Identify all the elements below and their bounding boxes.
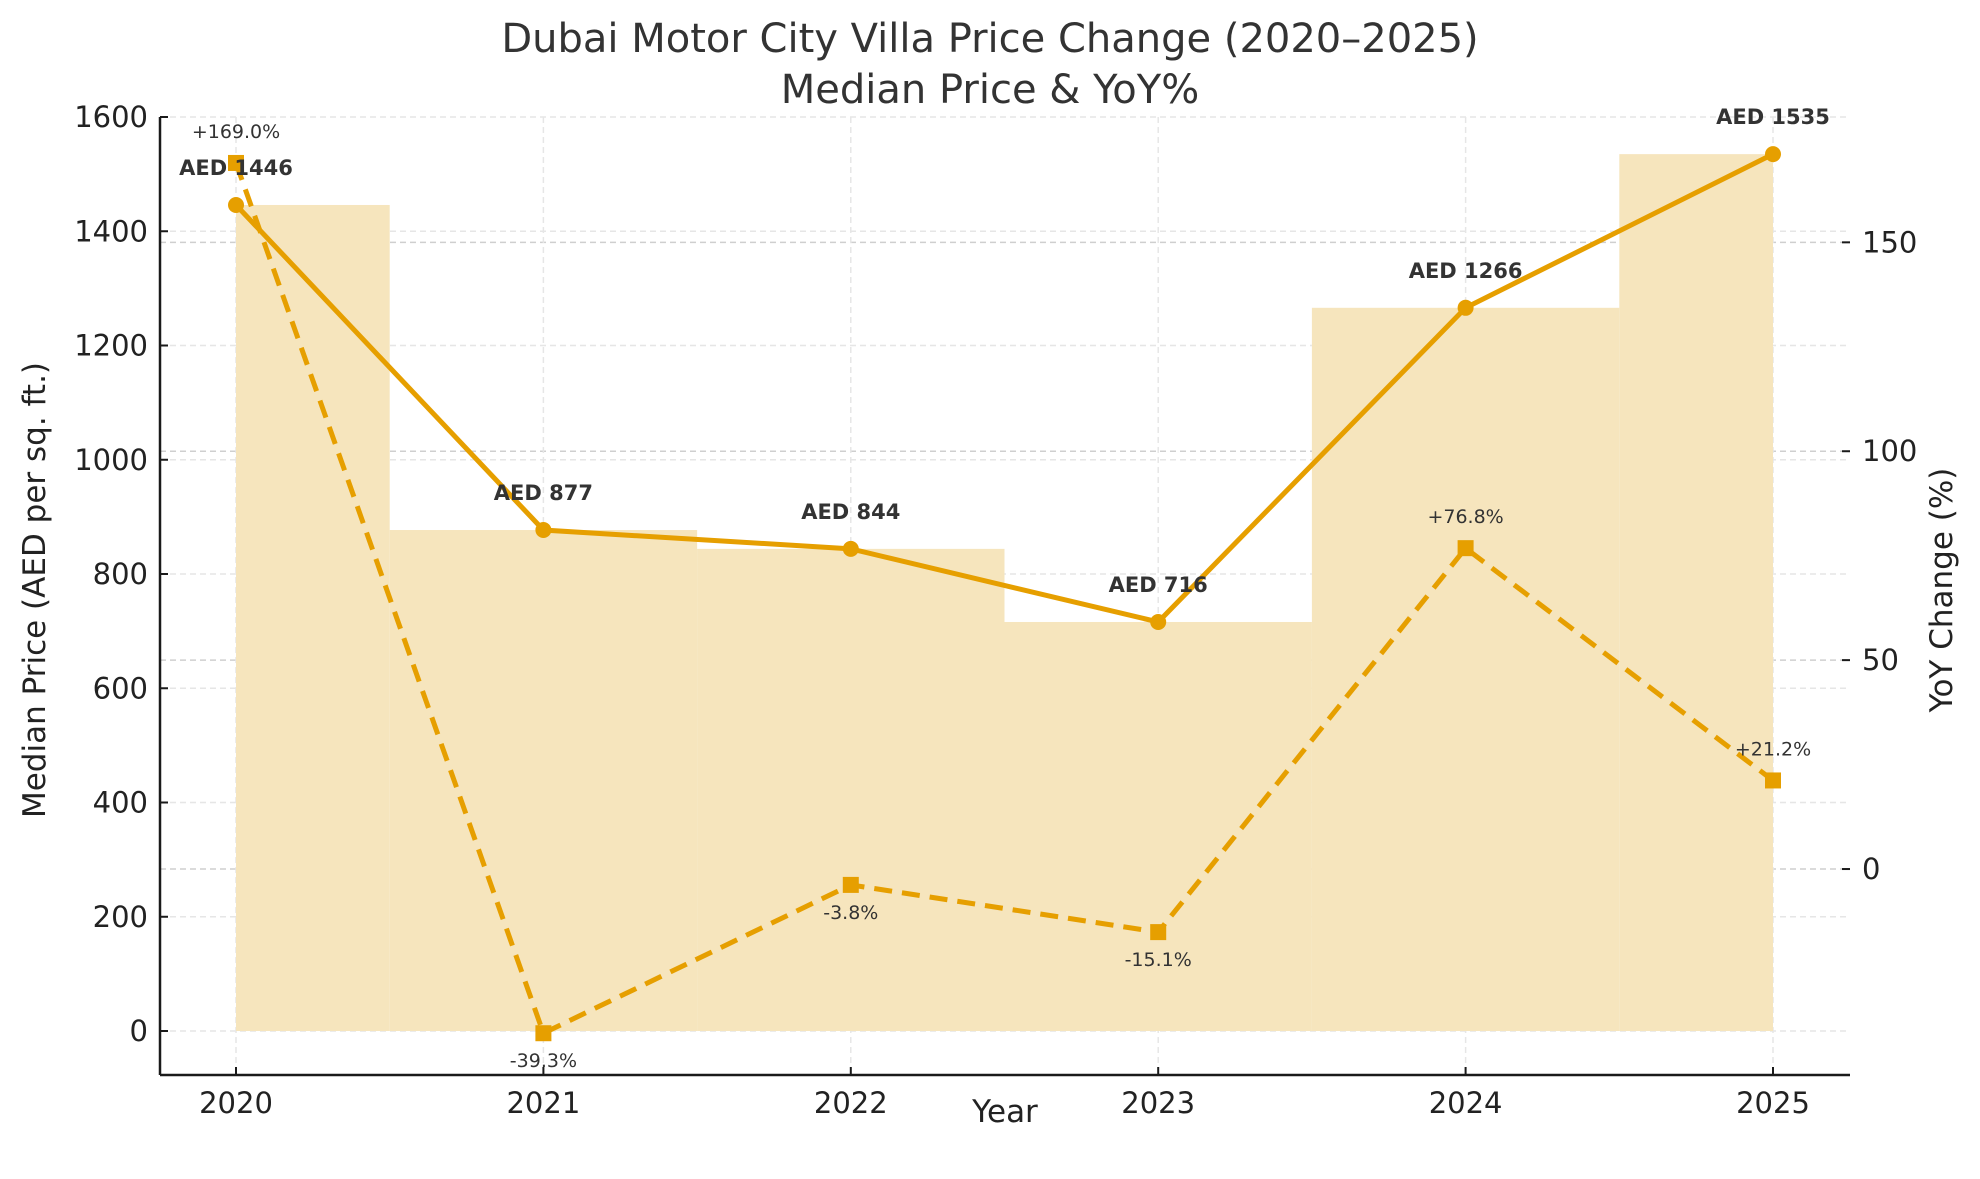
- bar: [1311, 307, 1620, 1032]
- y-tick-label: 1400: [74, 214, 148, 248]
- y-right-tick-label: 0: [1862, 852, 1880, 886]
- x-tick-label: 2021: [506, 1086, 580, 1120]
- y-tick-label: 400: [93, 786, 148, 820]
- price-label: AED 1446: [179, 156, 293, 180]
- yoy-label: -3.8%: [823, 902, 878, 924]
- y-tick-label: 1000: [74, 443, 148, 477]
- yoy-point: [228, 154, 244, 171]
- yoy-point: [842, 876, 859, 893]
- bar: [1619, 154, 1773, 1032]
- y-axis-right-label: YoY Change (%): [1924, 468, 1960, 714]
- yoy-point: [1457, 540, 1474, 557]
- bar: [1004, 621, 1312, 1032]
- y-tick-label: 600: [93, 671, 148, 705]
- bars: [236, 154, 1773, 1032]
- yoy-line: [233, 162, 1775, 1037]
- x-tick-label: 2025: [1736, 1086, 1810, 1120]
- yoy-label: +21.2%: [1735, 738, 1811, 760]
- price-point: [1765, 146, 1781, 163]
- y-right-tick-label: 100: [1862, 434, 1917, 468]
- yoy-point: [1765, 772, 1781, 789]
- y-tick-label: 800: [93, 557, 148, 591]
- x-tick-label: 2020: [199, 1086, 273, 1120]
- yoy-label: +169.0%: [192, 121, 280, 143]
- price-label: AED 1535: [1716, 105, 1830, 129]
- yoy-label: -15.1%: [1125, 949, 1192, 971]
- chart-subtitle: Median Price & YoY%: [781, 67, 1199, 113]
- price-label: AED 877: [494, 481, 593, 505]
- y-right-tick-label: 150: [1862, 225, 1917, 259]
- price-point: [228, 196, 244, 213]
- x-tick-label: 2023: [1121, 1086, 1195, 1120]
- y-right-tick-label: 50: [1862, 643, 1899, 677]
- lines: [228, 146, 1781, 1042]
- price-point: [1457, 299, 1474, 316]
- y-tick-label: 200: [93, 900, 148, 934]
- x-tick-label: 2022: [814, 1086, 888, 1120]
- axes: 0 200 400 600 800 1000 1200 1400 1600 0 50 100 150 20…: [74, 100, 1917, 1120]
- price-point: [842, 540, 859, 557]
- x-tick-label: 2024: [1429, 1086, 1503, 1120]
- point-labels: AED 1446 AED 877 AED 844 AED 716 AED 1266 AED…: [179, 105, 1830, 1072]
- y-axis-label: Median Price (AED per sq. ft.): [17, 362, 53, 818]
- x-axis-label: Year: [971, 1094, 1038, 1130]
- price-line: [234, 151, 1775, 625]
- yoy-point: [1150, 924, 1167, 941]
- y-tick-label: 0: [130, 1014, 148, 1048]
- yoy-point: [535, 1025, 552, 1042]
- y-tick-label: 1200: [74, 329, 148, 363]
- bar: [389, 530, 698, 1032]
- bar: [236, 204, 390, 1032]
- price-label: AED 844: [801, 500, 900, 524]
- price-point: [1150, 613, 1167, 630]
- price-label: AED 716: [1109, 573, 1208, 597]
- price-point: [535, 522, 552, 539]
- yoy-label: -39.3%: [510, 1050, 577, 1072]
- chart-title: Dubai Motor City Villa Price Change (202…: [501, 16, 1478, 62]
- price-label: AED 1266: [1409, 259, 1523, 283]
- y-tick-label: 1600: [74, 100, 148, 134]
- bar: [697, 548, 1005, 1032]
- yoy-label: +76.8%: [1427, 506, 1503, 528]
